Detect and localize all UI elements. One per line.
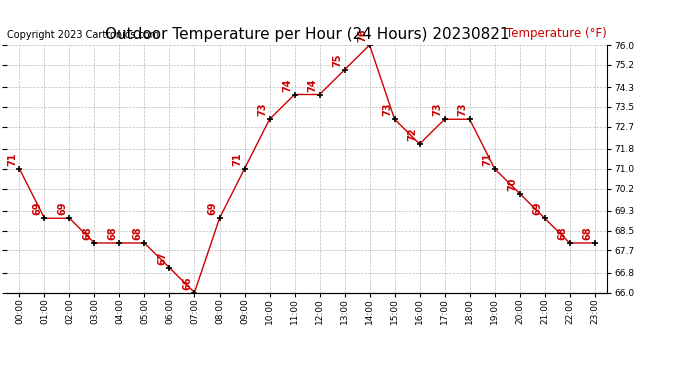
Text: 67: 67 [157,252,168,265]
Text: 68: 68 [108,226,117,240]
Text: 69: 69 [32,202,43,216]
Text: Temperature (°F): Temperature (°F) [506,27,607,40]
Text: 74: 74 [308,78,317,92]
Text: Copyright 2023 Cartronics.com: Copyright 2023 Cartronics.com [7,30,159,40]
Text: 70: 70 [508,177,518,191]
Text: 73: 73 [433,103,443,117]
Text: 69: 69 [57,202,68,216]
Text: 68: 68 [583,226,593,240]
Text: 73: 73 [257,103,268,117]
Text: 68: 68 [558,226,568,240]
Text: 73: 73 [383,103,393,117]
Text: 76: 76 [357,29,368,42]
Text: 69: 69 [533,202,543,216]
Text: 68: 68 [132,226,143,240]
Text: 71: 71 [8,153,17,166]
Text: 72: 72 [408,128,417,141]
Text: 68: 68 [83,226,92,240]
Text: 69: 69 [208,202,217,216]
Text: 71: 71 [483,153,493,166]
Text: 73: 73 [457,103,468,117]
Title: Outdoor Temperature per Hour (24 Hours) 20230821: Outdoor Temperature per Hour (24 Hours) … [105,27,509,42]
Text: 75: 75 [333,54,343,67]
Text: 71: 71 [233,153,243,166]
Text: 66: 66 [183,276,193,290]
Text: 74: 74 [283,78,293,92]
